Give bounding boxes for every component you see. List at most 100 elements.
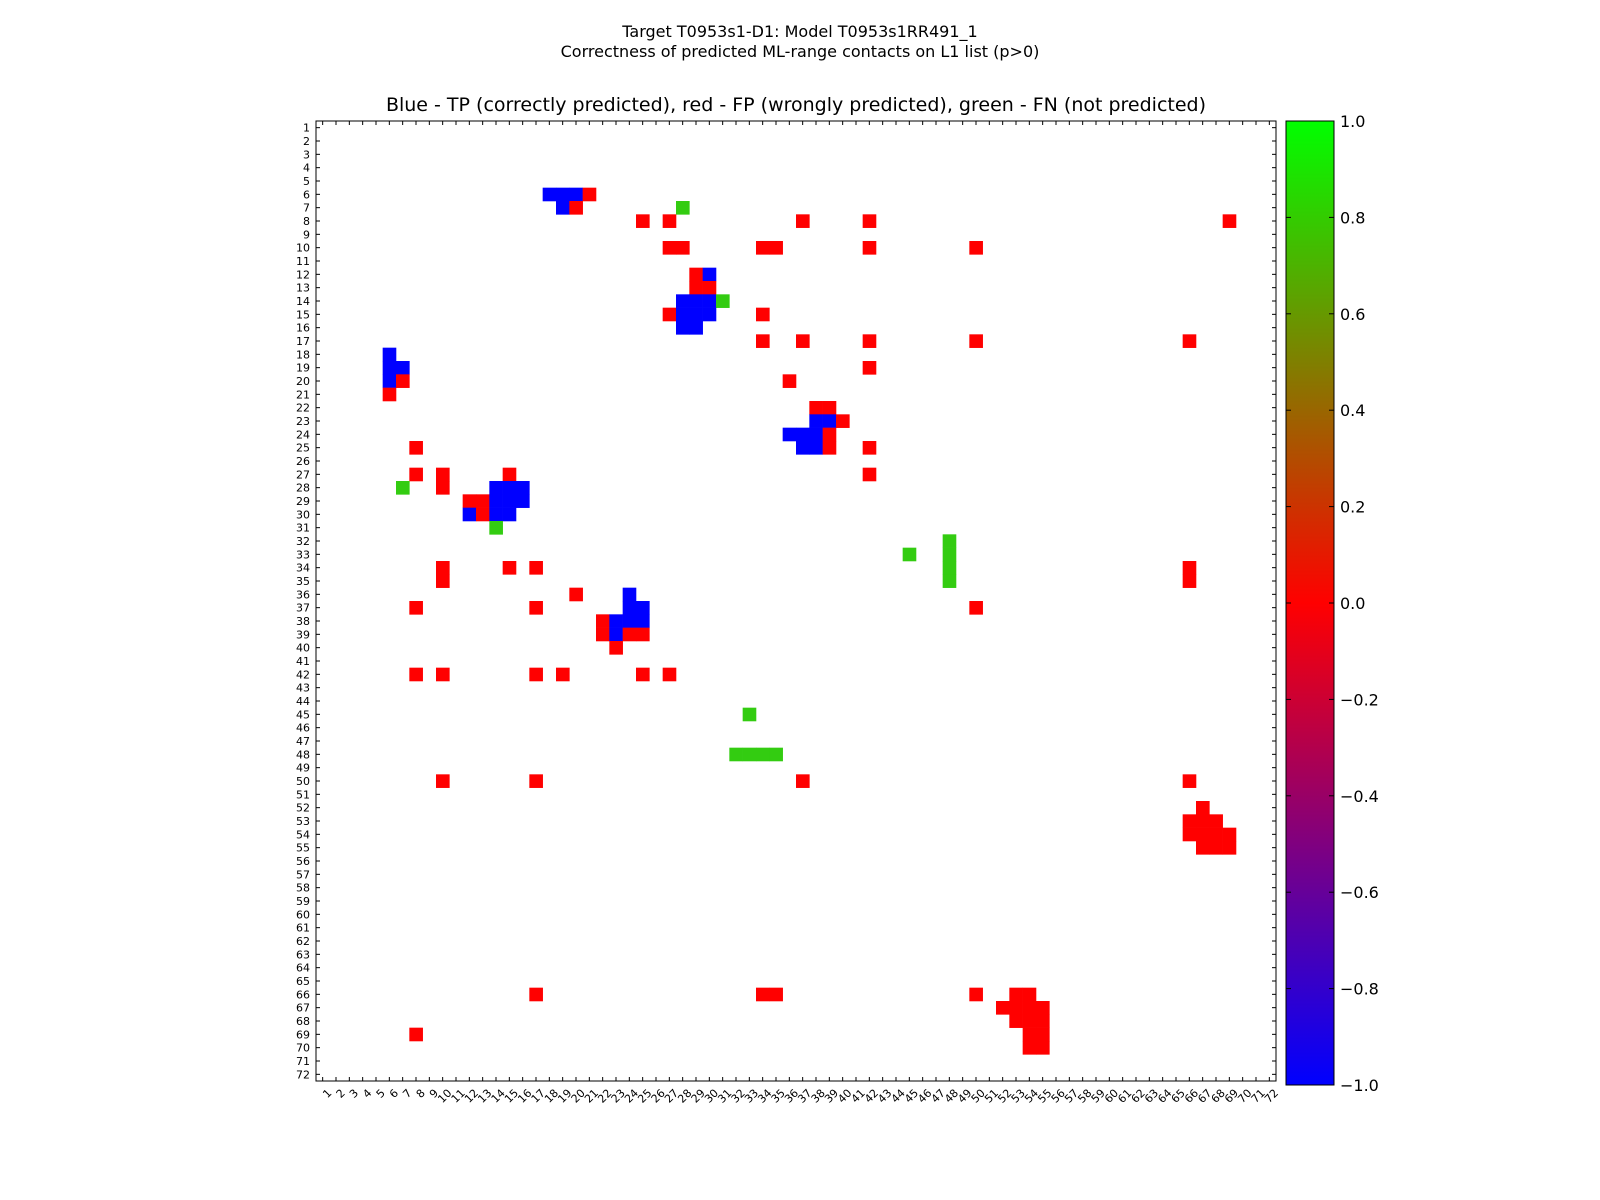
contact-cell-fp	[676, 241, 690, 255]
contact-cell-fp	[1222, 827, 1237, 842]
contact-cell-fp	[756, 987, 770, 1002]
contact-cell-tp	[609, 627, 623, 642]
y-tick-label: 19	[296, 362, 310, 375]
contact-cell-fp	[689, 281, 703, 295]
contact-cell-tp	[636, 614, 650, 628]
y-tick-label: 68	[296, 1015, 310, 1028]
y-tick-label: 21	[296, 388, 310, 401]
contact-cell-fp	[529, 987, 543, 1002]
contact-cell-fp	[969, 334, 983, 348]
x-tick-labels: 1 2 3 4 5 6 7 8 91011121314151617181920212223242…	[320, 1087, 1281, 1106]
contact-cell-fp	[662, 667, 677, 682]
y-tick-label: 34	[296, 562, 310, 575]
contact-cell-tp	[489, 481, 503, 495]
y-tick-label: 58	[296, 882, 310, 895]
contact-cell-fp	[1182, 334, 1197, 348]
y-tick-label: 65	[296, 975, 310, 988]
contact-cell-fp	[409, 667, 423, 682]
contact-cell-tp	[636, 601, 650, 615]
contact-cell-tp	[676, 307, 690, 322]
contact-cell-tp	[822, 414, 837, 428]
y-tick-label: 29	[296, 495, 310, 508]
y-tick-label: 63	[296, 948, 310, 961]
y-tick-label: 32	[296, 535, 310, 548]
contact-cell-tp	[569, 187, 583, 202]
y-tick-label: 36	[296, 588, 310, 601]
y-tick-label: 50	[296, 775, 310, 788]
contact-cell-tp	[556, 201, 570, 215]
x-tick-label: 6	[387, 1087, 401, 1101]
contact-cell-fp	[409, 441, 423, 455]
colorbar	[1285, 120, 1335, 1086]
contact-cell-fn	[742, 747, 757, 762]
contact-cell-fp	[1222, 214, 1237, 228]
y-tick-label: 69	[296, 1028, 310, 1041]
contact-cell-tp	[702, 294, 717, 308]
contact-cell-fp	[1209, 827, 1223, 842]
contact-cell-tp	[489, 507, 503, 522]
y-tick-label: 38	[296, 615, 310, 628]
contact-cell-tp	[689, 321, 703, 335]
y-tick-label: 12	[296, 268, 310, 281]
contact-cell-tp	[489, 494, 503, 508]
y-tick-label: 52	[296, 802, 310, 815]
contact-cell-fp	[622, 627, 637, 642]
contact-cell-fp	[529, 561, 543, 575]
chart-subtitle: Correctness of predicted ML-range contac…	[560, 42, 1040, 61]
contact-cell-tp	[502, 481, 517, 495]
contact-cell-fp	[996, 1001, 1010, 1015]
contact-cell-fp	[1182, 774, 1197, 788]
y-tick-label: 51	[296, 788, 310, 801]
y-tick-label: 66	[296, 988, 310, 1001]
contact-cell-fp	[796, 774, 810, 788]
contact-cell-fn	[729, 747, 743, 762]
contact-cell-fn	[716, 294, 730, 308]
contact-cell-fp	[822, 441, 837, 455]
y-tick-label: 45	[296, 708, 310, 721]
contact-cell-fp	[556, 667, 570, 682]
y-tick-label: 70	[296, 1042, 310, 1055]
y-tick-label: 48	[296, 748, 310, 761]
contact-cell-fp	[529, 774, 543, 788]
y-tick-label: 4	[303, 162, 310, 175]
contact-cell-fp	[969, 987, 983, 1002]
contact-cell-fp	[782, 374, 797, 388]
contact-cell-fp	[662, 307, 677, 322]
contact-cell-tp	[689, 294, 703, 308]
colorbar-ticks: 1.0 0.8 0.6 0.4 0.2 0.0 −0.2 −0.4 −0.6 −0.8 −1.0	[1286, 112, 1379, 1095]
contact-cell-fn	[742, 707, 757, 722]
y-tick-label: 8	[303, 215, 310, 228]
y-tick-label: 47	[296, 735, 310, 748]
y-tick-label: 28	[296, 482, 310, 495]
y-tick-label: 42	[296, 668, 310, 681]
x-tick-label: 7	[400, 1087, 414, 1101]
contact-cell-fn	[902, 547, 917, 562]
contact-cell-fp	[969, 601, 983, 615]
y-tick-label: 31	[296, 522, 310, 535]
contact-cell-fn	[769, 747, 783, 762]
contact-cell-tp	[622, 601, 637, 615]
contact-cell-fp	[582, 187, 597, 202]
contact-cell-tp	[809, 441, 823, 455]
contact-cell-fp	[1036, 1014, 1050, 1028]
contact-cell-fn	[756, 747, 770, 762]
colorbar-tick-label: 1.0	[1340, 112, 1365, 131]
y-tick-label: 53	[296, 815, 310, 828]
contact-cell-tp	[809, 427, 823, 442]
colorbar-tick-label: 0.6	[1340, 305, 1365, 324]
contact-cell-fp	[1036, 1001, 1050, 1015]
contact-cell-fp	[862, 441, 877, 455]
y-tick-label: 26	[296, 455, 310, 468]
contact-cell-fp	[822, 401, 837, 415]
chart-title: Target T0953s1-D1: Model T0953s1RR491_1	[622, 22, 978, 41]
contact-cell-fp	[756, 334, 770, 348]
contact-cell-fp	[836, 414, 850, 428]
axis-ticks	[316, 121, 1276, 1081]
y-tick-label: 37	[296, 602, 310, 615]
contact-cell-tp	[516, 481, 530, 495]
contact-cell-fp	[609, 641, 623, 655]
contact-cell-fp	[796, 214, 810, 228]
y-tick-label: 9	[303, 228, 310, 241]
contact-cell-fp	[1182, 561, 1197, 575]
